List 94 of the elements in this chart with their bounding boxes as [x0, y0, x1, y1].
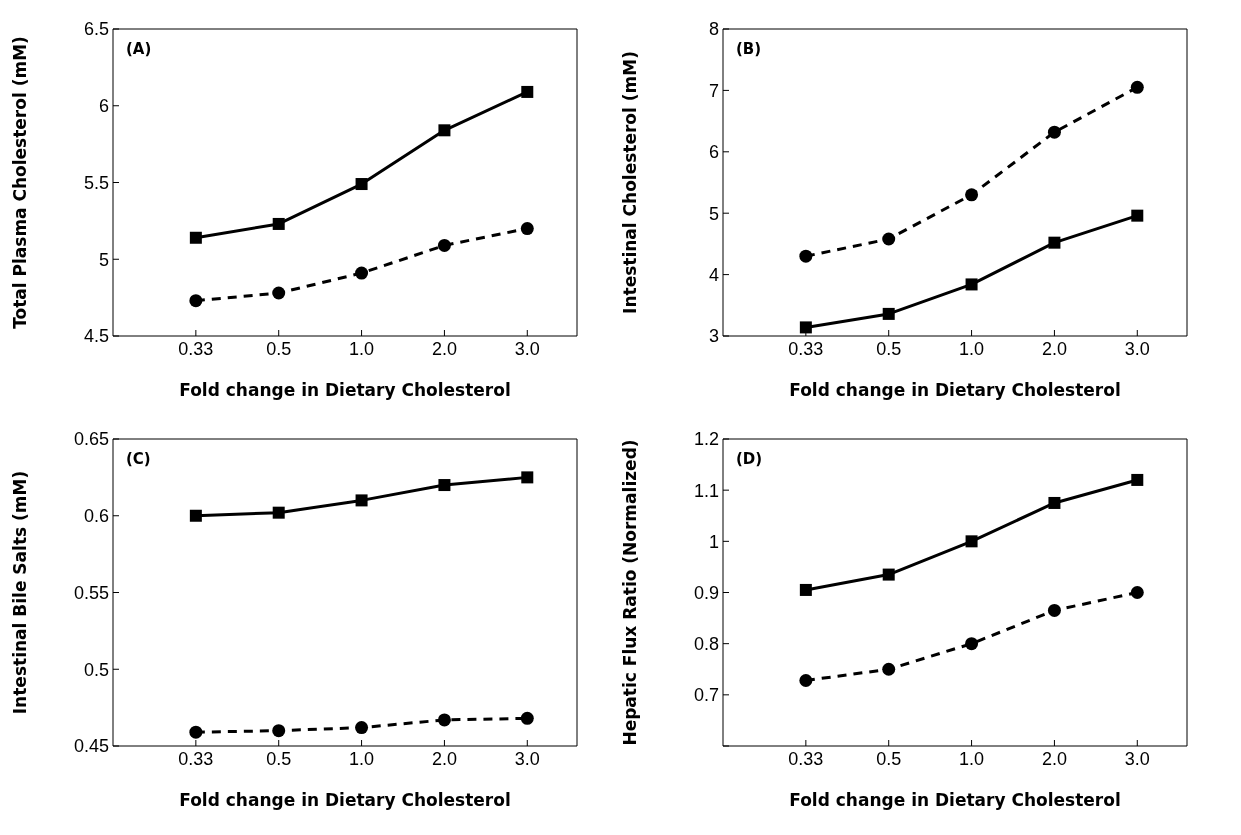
point [1047, 125, 1061, 139]
point [1131, 209, 1144, 222]
point [272, 724, 286, 738]
x-tick-label: 1.0 [959, 748, 985, 769]
annotation: (A) [126, 40, 152, 58]
y-tick-label: 0.7 [693, 685, 719, 706]
point [965, 188, 979, 202]
x-axis-title: Fold change in Dietary Cholesterol [789, 790, 1121, 810]
x-tick-label: 1.0 [959, 338, 985, 359]
point [355, 266, 369, 280]
y-tick-label: 1.1 [693, 480, 719, 501]
point [437, 238, 451, 252]
y-tick-label: 6.5 [83, 19, 109, 40]
point [1131, 473, 1144, 486]
y-tick-label: 1.2 [693, 429, 719, 450]
point [272, 286, 286, 300]
y-tick-label: 1 [708, 531, 719, 552]
y-tick-label: 0.5 [83, 659, 109, 680]
x-tick-label: 0.5 [876, 338, 902, 359]
y-tick-label: 0.55 [73, 582, 109, 603]
point [1048, 496, 1061, 509]
x-tick-label: 3.0 [1124, 748, 1150, 769]
x-tick-label: 0.33 [178, 748, 214, 769]
point [799, 674, 813, 688]
x-tick-label: 3.0 [514, 748, 540, 769]
y-tick-label: 4.5 [83, 326, 109, 347]
point [799, 249, 813, 263]
x-tick-label: 1.0 [349, 338, 375, 359]
point [799, 321, 812, 334]
x-tick-label: 1.0 [349, 748, 375, 769]
point [355, 721, 369, 735]
x-axis-title: Fold change in Dietary Cholesterol [179, 380, 511, 400]
y-tick-label: 6 [708, 142, 719, 163]
y-tick-label: 4 [708, 264, 719, 285]
point [438, 479, 451, 492]
annotation: (C) [126, 450, 151, 468]
y-tick-label: 5 [98, 249, 109, 270]
y-tick-label: 0.9 [693, 582, 719, 603]
point [799, 583, 812, 596]
x-axis-title: Fold change in Dietary Cholesterol [789, 380, 1121, 400]
x-tick-label: 2.0 [431, 748, 457, 769]
y-axis-title: Hepatic Flux Ratio (Normalized) [620, 439, 641, 746]
point [882, 307, 895, 320]
point [1130, 586, 1144, 599]
x-tick-label: 2.0 [1041, 748, 1067, 769]
x-tick-label: 2.0 [1041, 338, 1067, 359]
point [965, 637, 979, 651]
point [272, 506, 285, 519]
point [272, 217, 285, 230]
point [521, 85, 534, 98]
y-tick-label: 6 [98, 96, 109, 117]
y-tick-label: 0.8 [693, 634, 719, 655]
y-tick-label: 0.45 [73, 736, 109, 757]
point [189, 231, 202, 244]
point [520, 711, 534, 725]
y-tick-label: 5.5 [83, 172, 109, 193]
y-tick-label: 0.6 [83, 506, 109, 527]
y-tick-label: 7 [708, 80, 719, 101]
point [189, 509, 202, 522]
y-axis-title: Intestinal Cholesterol (mM) [620, 51, 641, 314]
point [520, 222, 534, 236]
annotation: (B) [736, 40, 762, 58]
x-tick-label: 0.5 [266, 338, 292, 359]
y-axis-title: Total Plasma Cholesterol (mM) [10, 36, 31, 329]
point [965, 535, 978, 548]
point [189, 725, 203, 739]
x-tick-label: 2.0 [431, 338, 457, 359]
point [882, 662, 896, 676]
x-tick-label: 0.5 [876, 748, 902, 769]
x-tick-label: 3.0 [514, 338, 540, 359]
y-tick-label: 0.65 [73, 429, 109, 450]
x-axis-title: Fold change in Dietary Cholesterol [179, 790, 511, 810]
point [355, 178, 368, 191]
point [521, 471, 534, 484]
x-tick-label: 0.33 [788, 748, 824, 769]
point [1130, 80, 1144, 94]
point [189, 294, 203, 308]
y-tick-label: 3 [708, 326, 719, 347]
x-tick-label: 0.33 [178, 338, 214, 359]
y-tick-label: 5 [708, 203, 719, 224]
point [882, 232, 896, 246]
x-tick-label: 0.5 [266, 748, 292, 769]
point [355, 494, 368, 507]
point [882, 568, 895, 581]
point [438, 124, 451, 137]
point [1048, 236, 1061, 249]
x-tick-label: 3.0 [1124, 338, 1150, 359]
point [1047, 603, 1061, 617]
annotation: (D) [736, 450, 763, 468]
y-tick-label: 8 [708, 19, 719, 40]
x-tick-label: 0.33 [788, 338, 824, 359]
y-axis-title: Intestinal Bile Salts (mM) [10, 470, 31, 715]
point [437, 713, 451, 727]
point [965, 278, 978, 291]
